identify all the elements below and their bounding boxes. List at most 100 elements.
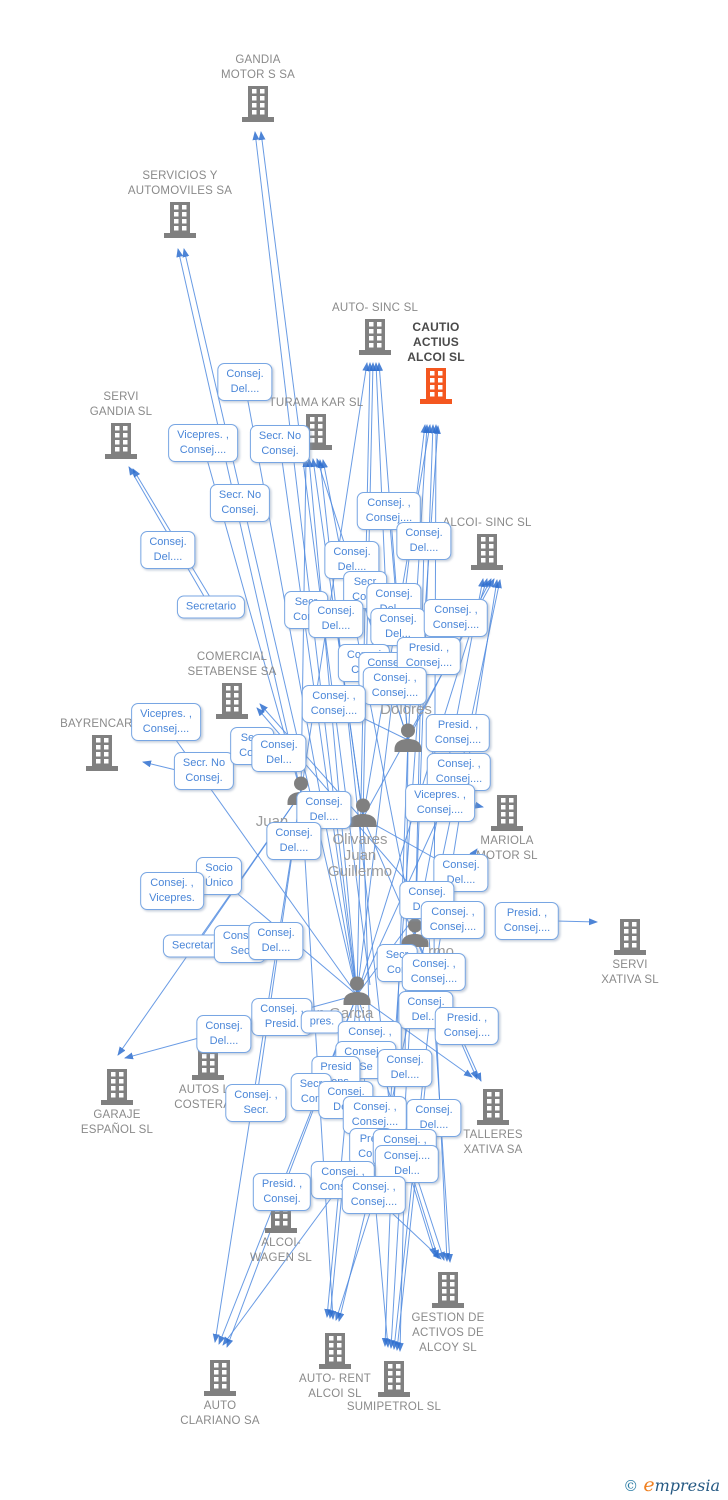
building-icon: [491, 795, 523, 831]
relationship-label: Consej. Del....: [433, 854, 489, 892]
relationship-label-line: Consej....: [434, 734, 482, 746]
relationship-label-line: Consej. ,: [352, 1181, 396, 1193]
company-label: SUMIPETROL SL: [347, 1400, 441, 1415]
building-icon: [359, 319, 391, 355]
company-label-line: MARIOLA: [480, 835, 534, 847]
relationship-label-line: Del....: [390, 1069, 420, 1081]
relationship-label-line: Consej.: [408, 886, 446, 898]
relationship-label-line: Consej.: [317, 605, 355, 617]
relationship-label-line: Presid. ,: [437, 719, 479, 731]
relationship-label: Secretario: [176, 595, 246, 619]
edge-line: [252, 131, 358, 996]
copyright-symbol: ©: [623, 1477, 639, 1495]
relationship-label: Consej. Del....: [196, 1015, 252, 1053]
company-label-line: GANDIA: [235, 54, 281, 66]
relationship-label-line: Consej....: [443, 1027, 491, 1039]
relationship-label-line: Secretario: [185, 600, 237, 613]
company-label-line: GANDIA SL: [89, 406, 153, 418]
relationship-label-line: Presid. ,: [408, 642, 450, 654]
company-label: AUTO- SINC SL: [332, 301, 418, 316]
relationship-label: Secr. No Consej.: [173, 752, 235, 790]
company-label: GESTION DE ACTIVOS DE ALCOY SL: [412, 1311, 485, 1356]
relationship-label-line: Consej. ,: [434, 604, 478, 616]
relationship-label-line: Del....: [419, 1119, 449, 1131]
relationship-label-line: Consej....: [405, 657, 453, 669]
relationship-label-line: Consej. ,: [412, 958, 456, 970]
relationship-label-line: Del....: [230, 383, 260, 395]
brand-name: mpresia: [654, 1476, 720, 1495]
relationship-label-line: Consej....: [432, 619, 480, 631]
relationship-label-line: Consej.: [327, 1086, 365, 1098]
relationship-label-line: Consej....: [310, 705, 358, 717]
building-icon: [216, 683, 248, 719]
person-name: Dolores: [380, 702, 432, 718]
company-label: AUTOS LA COSTERA S: [174, 1083, 242, 1113]
relationship-label-line: Consej. ,: [348, 1026, 392, 1038]
company-label-line: SUMIPETROL SL: [346, 1401, 442, 1413]
company-label-line: XATIVA SL: [601, 974, 659, 986]
relationship-label: Consej. Del....: [140, 531, 196, 569]
relationship-label-line: Consej.: [367, 657, 405, 669]
relationship-label-line: Consej.: [205, 1020, 243, 1032]
relationship-label: Consej. Del....: [377, 1049, 433, 1087]
relationship-label-line: Consej.: [305, 796, 343, 808]
relationship-label-line: Consej.: [149, 536, 187, 548]
relationship-label-line: Se: [359, 1061, 373, 1073]
company-label: CAUTIO ACTIUS ALCOI SL: [407, 320, 465, 365]
relationship-label-line: Único: [204, 877, 234, 889]
company-label: GANDIA MOTOR S SA: [221, 53, 295, 83]
edge-line: [555, 918, 598, 926]
edge-line: [356, 994, 473, 1078]
relationship-label-line: Consej.: [415, 1104, 453, 1116]
relationship-label: Consej. , Consej....: [341, 1176, 407, 1214]
relationship-label-line: Vicepres.: [149, 892, 195, 904]
person-icon: [343, 976, 371, 1005]
company-label-line: ALCOI- SINC SL: [442, 517, 532, 529]
edge-line: [222, 1181, 344, 1346]
company-label-line: GESTION DE: [411, 1312, 485, 1324]
relationship-label-line: Consej. ,: [367, 497, 411, 509]
relationship-label-line: Consej. ,: [383, 1134, 427, 1146]
person-icon: [349, 798, 377, 827]
company-label-line: ALCOI SL: [308, 1388, 362, 1400]
person-name-line: Dolores: [380, 701, 432, 718]
company-label-line: AUTOS LA: [178, 1084, 238, 1096]
relationship-label-line: Consej. ,: [373, 672, 417, 684]
relationship-label-line: Presid. ,: [261, 1178, 303, 1190]
edge-line: [218, 994, 358, 1345]
edge-line: [335, 1196, 376, 1321]
relationship-label: Consej. , Consej....: [423, 599, 489, 637]
building-icon: [105, 423, 137, 459]
relationship-label: Presid. , Consej.: [252, 1173, 312, 1211]
company-label-line: AUTO- SINC SL: [331, 302, 419, 314]
company-label-line: GARAJE: [93, 1109, 141, 1121]
relationship-label-line: Del....: [337, 561, 367, 573]
building-icon: [300, 414, 332, 450]
relationship-label-line: Del...: [394, 1165, 420, 1177]
relationship-label-line: pres.: [309, 1015, 335, 1028]
relationship-label: Consej. , Consej....: [401, 953, 467, 991]
relationship-label: Presid. , Consej....: [425, 714, 491, 752]
relationship-label-line: Presid. ,: [506, 907, 548, 919]
building-icon: [477, 1089, 509, 1125]
relationship-label-line: Del....: [409, 542, 439, 554]
relationship-label-line: Del....: [411, 1011, 441, 1023]
person-name-line: Olivares: [332, 831, 388, 848]
building-icon: [614, 919, 646, 955]
building-icon: [204, 1360, 236, 1396]
relationship-label: Vicepres. , Consej....: [168, 424, 238, 462]
relationship-label-line: Consej....: [142, 723, 190, 735]
relationship-label-line: Del...: [266, 754, 292, 766]
relationship-label-line: Consej.: [221, 504, 259, 516]
building-icon: [164, 202, 196, 238]
relationship-label-line: Del....: [279, 842, 309, 854]
relationship-label: Consej. , Consej....: [420, 901, 486, 939]
company-label-line: AUTO: [203, 1400, 237, 1412]
relationship-label-line: Consej.: [407, 996, 445, 1008]
company-label-line: SETABENSE SA: [187, 666, 277, 678]
edge-line: [182, 248, 358, 996]
relationship-label: Presid. , Consej....: [434, 1007, 500, 1045]
relationship-label-line: Consej. ,: [344, 1046, 388, 1058]
company-label: ALCOI- WAGEN SL: [250, 1236, 312, 1266]
relationship-label-line: Del....: [153, 551, 183, 563]
